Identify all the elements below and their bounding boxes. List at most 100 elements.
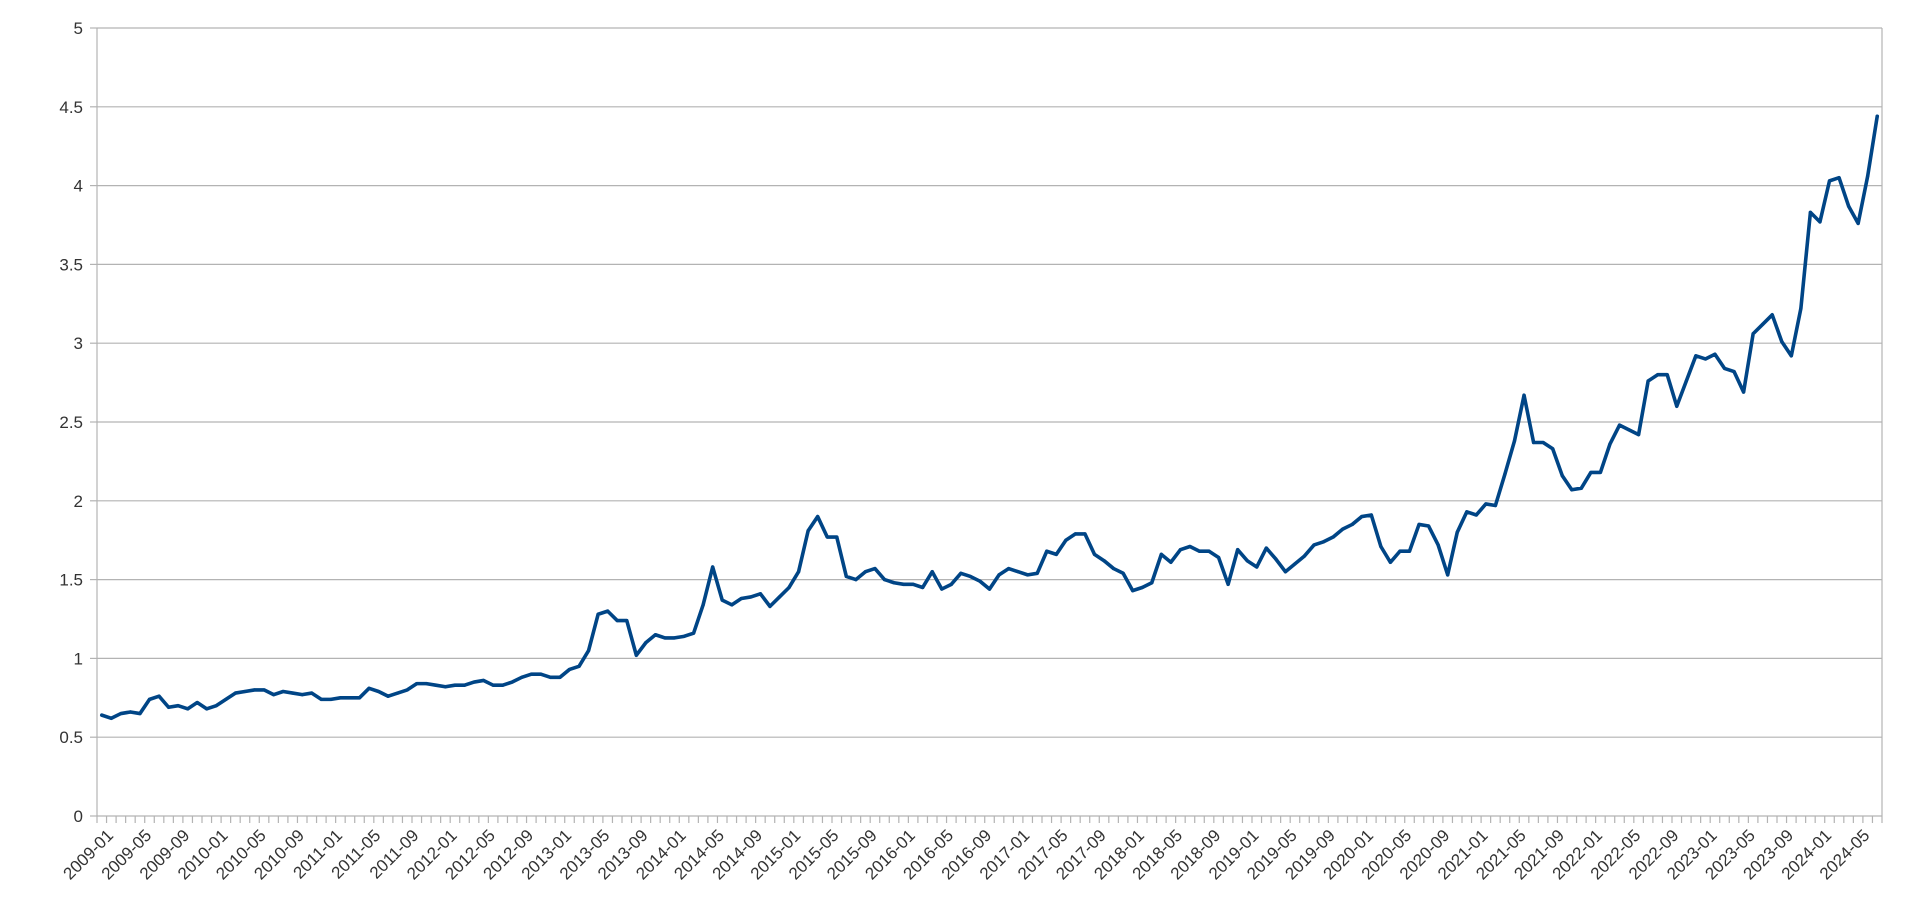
- data-point: [615, 618, 619, 623]
- data-point: [481, 678, 486, 683]
- data-point: [749, 595, 753, 599]
- data-point: [376, 689, 381, 694]
- data-point: [768, 604, 772, 608]
- data-point: [758, 592, 763, 596]
- data-point: [548, 675, 553, 679]
- data-point: [1579, 486, 1583, 490]
- data-point: [1293, 562, 1297, 566]
- data-point: [1493, 503, 1498, 508]
- data-point: [186, 707, 190, 711]
- data-point: [1111, 566, 1116, 571]
- y-tick-label: 1: [74, 649, 83, 668]
- data-point: [1531, 440, 1536, 445]
- data-point: [901, 582, 906, 586]
- data-point: [1656, 373, 1660, 377]
- data-point: [682, 634, 686, 638]
- data-point: [138, 711, 142, 716]
- data-point: [1426, 524, 1431, 528]
- data-point: [1713, 352, 1717, 356]
- data-point: [1665, 373, 1669, 377]
- data-point: [1770, 313, 1774, 317]
- y-tick-label: 3: [74, 334, 83, 353]
- data-point: [1751, 332, 1755, 336]
- data-point: [520, 675, 524, 679]
- data-point: [539, 672, 543, 676]
- data-point: [1741, 390, 1746, 394]
- data-point: [1875, 114, 1879, 118]
- data-point: [1465, 510, 1469, 514]
- data-point: [1245, 559, 1249, 563]
- data-point: [1417, 522, 1421, 527]
- data-point: [310, 691, 314, 695]
- data-point: [319, 697, 323, 701]
- y-tick-labels: 0 0.5 1 1.5 2 2.5 3 3.5 4 4.5 5: [59, 19, 83, 826]
- data-point: [1188, 544, 1192, 549]
- data-point: [1732, 369, 1736, 374]
- data-point: [1436, 543, 1440, 547]
- data-point: [1064, 538, 1068, 542]
- data-point: [796, 570, 801, 574]
- y-tick-label: 5: [74, 19, 83, 38]
- data-point: [1274, 557, 1278, 561]
- data-point: [176, 704, 180, 708]
- data-point: [1006, 566, 1011, 571]
- data-point: [529, 672, 533, 676]
- data-point: [396, 691, 400, 695]
- data-point: [806, 529, 810, 533]
- data-point: [1617, 423, 1622, 427]
- series-line: [99, 114, 1880, 721]
- data-point: [844, 574, 848, 579]
- data-point: [1083, 532, 1087, 536]
- data-point: [1789, 354, 1793, 358]
- data-point: [195, 700, 199, 705]
- data-point: [787, 585, 791, 590]
- data-point: [1016, 570, 1020, 574]
- data-point: [730, 603, 734, 607]
- data-point: [1102, 559, 1106, 563]
- data-point: [672, 636, 677, 640]
- data-point: [1522, 393, 1526, 397]
- data-point: [462, 683, 467, 687]
- data-point: [1570, 488, 1574, 492]
- data-point: [1321, 540, 1326, 544]
- data-point: [987, 587, 992, 591]
- data-point: [300, 693, 304, 697]
- data-point: [1398, 549, 1402, 553]
- data-point: [1560, 473, 1564, 478]
- series-layer: [99, 114, 1880, 721]
- data-point: [644, 641, 648, 645]
- data-point: [262, 688, 266, 692]
- data-point: [1207, 549, 1211, 553]
- data-point: [625, 618, 629, 623]
- data-point: [816, 514, 820, 519]
- data-point: [1264, 546, 1268, 550]
- data-point: [1694, 354, 1698, 358]
- data-point: [424, 682, 428, 686]
- data-point: [214, 704, 218, 708]
- data-point: [1302, 554, 1307, 558]
- data-point: [720, 598, 724, 602]
- data-point: [501, 683, 505, 687]
- data-point: [329, 697, 333, 701]
- data-point: [1455, 530, 1459, 534]
- data-point: [1474, 513, 1478, 517]
- data-point: [1761, 322, 1765, 326]
- data-point: [434, 683, 438, 687]
- data-point: [1551, 447, 1555, 451]
- data-point: [653, 633, 658, 637]
- data-point: [453, 683, 457, 687]
- data-point: [1388, 560, 1393, 564]
- data-point: [1360, 514, 1364, 519]
- data-point: [1512, 439, 1517, 443]
- data-point: [415, 682, 419, 686]
- y-tick-label: 1.5: [59, 571, 83, 590]
- data-point: [1541, 440, 1545, 445]
- data-point: [443, 685, 448, 689]
- data-point: [205, 707, 209, 711]
- data-point: [1818, 220, 1822, 224]
- data-point: [882, 578, 887, 582]
- data-point: [739, 596, 743, 601]
- data-point: [1703, 357, 1708, 361]
